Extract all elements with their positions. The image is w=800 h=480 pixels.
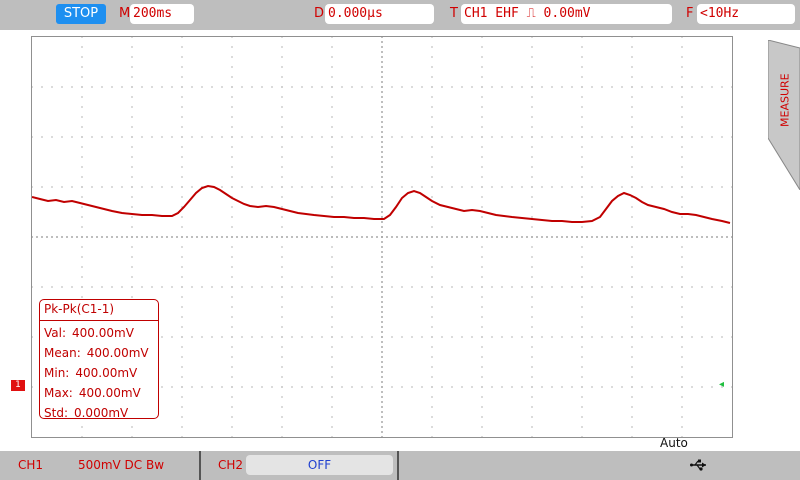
divider xyxy=(199,451,201,480)
measurement-panel: Pk-Pk(C1-1) Val: 400.00mV Mean: 400.00mV M… xyxy=(39,299,159,420)
waveform-svg xyxy=(32,37,732,437)
run-stop-indicator[interactable]: STOP xyxy=(56,4,106,24)
bottom-channel-bar: CH1 500mV DC Bw CH2 OFF xyxy=(0,451,800,480)
top-status-bar: STOP M 200ms D 0.000µs T CH1 EHF ⎍ 0.00m… xyxy=(0,0,800,30)
measurement-value: 400.00mV xyxy=(72,326,134,340)
timebase-key: M xyxy=(119,6,131,21)
trigger-position-marker: ◂ xyxy=(719,379,725,390)
measurement-value: 400.00mV xyxy=(75,366,138,380)
usb-icon xyxy=(690,459,706,471)
ch1-key: CH1 xyxy=(18,458,44,472)
measurement-label: Max: xyxy=(44,386,73,400)
measurement-label: Min: xyxy=(44,366,70,380)
timebase-value[interactable]: 200ms xyxy=(130,4,194,24)
graticule xyxy=(32,37,732,437)
measurement-row-min: Min: 400.00mV xyxy=(44,363,154,383)
measurement-title: Pk-Pk(C1-1) xyxy=(40,302,158,321)
measurement-row-mean: Mean: 400.00mV xyxy=(44,343,154,363)
trigger-key: T xyxy=(450,6,458,21)
ch2-key: CH2 xyxy=(218,458,244,472)
measure-menu-tab[interactable] xyxy=(768,40,800,190)
delay-key: D xyxy=(314,6,325,21)
measurement-label: Std: xyxy=(44,406,68,420)
trigger-value[interactable]: CH1 EHF ⎍ 0.00mV xyxy=(461,4,672,24)
measurement-value: 400.00mV xyxy=(86,346,149,360)
frequency-value[interactable]: <10Hz xyxy=(697,4,795,24)
measurement-row-val: Val: 400.00mV xyxy=(44,323,154,343)
measurement-label: Mean: xyxy=(44,346,81,360)
measurement-row-std: Std: 0.000mV xyxy=(44,403,154,423)
measurement-value: 400.00mV xyxy=(78,386,141,400)
ch2-settings[interactable]: OFF xyxy=(246,455,393,475)
ch1-settings[interactable]: 500mV DC Bw xyxy=(45,455,197,475)
measurement-label: Val: xyxy=(44,326,67,340)
ch1-waveform-trace xyxy=(32,184,731,224)
delay-value[interactable]: 0.000µs xyxy=(325,4,434,24)
ch1-ground-marker[interactable]: 1 xyxy=(11,380,25,391)
measure-tab-label: MEASURE xyxy=(778,73,792,127)
acquire-mode-label: Auto xyxy=(660,436,688,450)
measurement-value: 0.000mV xyxy=(73,406,129,420)
measurement-row-max: Max: 400.00mV xyxy=(44,383,154,403)
divider xyxy=(397,451,399,480)
frequency-key: F xyxy=(686,6,694,21)
